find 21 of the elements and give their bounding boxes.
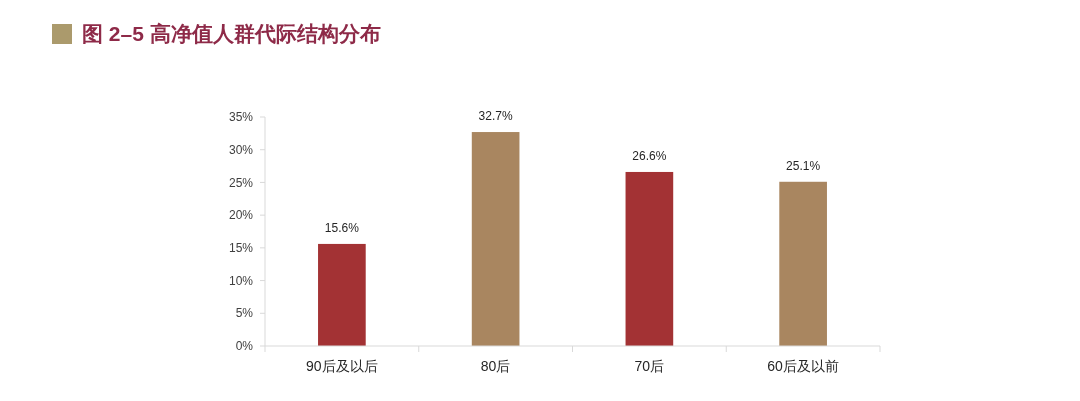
y-tick-label: 25% xyxy=(228,175,254,190)
data-label: 25.1% xyxy=(786,158,821,173)
data-label: 32.7% xyxy=(478,109,513,124)
bar xyxy=(779,181,827,346)
bar xyxy=(471,132,520,346)
x-tick-label: 90后及以后 xyxy=(306,358,378,374)
data-label: 26.6% xyxy=(632,148,667,163)
y-tick-label: 0% xyxy=(235,339,254,354)
y-tick-label: 10% xyxy=(228,273,254,288)
y-tick-label: 15% xyxy=(228,241,254,256)
y-tick-label: 5% xyxy=(235,306,254,321)
x-tick-label: 80后 xyxy=(480,358,511,374)
x-tick-label: 60后及以前 xyxy=(767,358,839,374)
data-label: 15.6% xyxy=(324,220,360,235)
bar xyxy=(625,171,674,346)
y-tick-label: 35% xyxy=(228,110,254,125)
chart-title: 图 2–5 高净值人群代际结构分布 xyxy=(82,22,381,45)
y-tick-label: 20% xyxy=(228,208,254,223)
x-tick-label: 70后 xyxy=(634,358,665,374)
y-tick-label: 30% xyxy=(228,142,254,157)
bar xyxy=(318,243,366,346)
